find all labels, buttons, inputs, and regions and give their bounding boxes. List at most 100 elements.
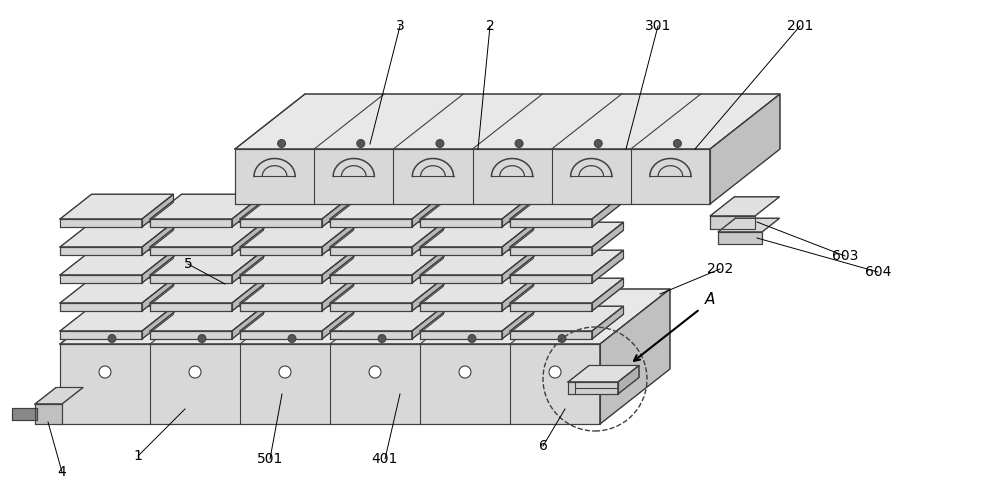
Polygon shape [322, 194, 354, 227]
Polygon shape [150, 222, 264, 247]
Polygon shape [150, 219, 232, 227]
Polygon shape [60, 344, 600, 424]
Circle shape [549, 366, 561, 378]
Polygon shape [330, 194, 444, 219]
Polygon shape [240, 303, 322, 311]
Polygon shape [710, 197, 780, 216]
Circle shape [189, 366, 201, 378]
Polygon shape [60, 275, 142, 283]
Text: 501: 501 [257, 452, 283, 466]
Circle shape [198, 334, 206, 342]
Polygon shape [60, 289, 670, 344]
Polygon shape [330, 222, 444, 247]
Polygon shape [510, 219, 592, 227]
Polygon shape [240, 194, 354, 219]
Polygon shape [150, 306, 264, 331]
Circle shape [594, 139, 602, 148]
Polygon shape [240, 219, 322, 227]
Polygon shape [35, 387, 83, 404]
Circle shape [279, 366, 291, 378]
Text: 401: 401 [372, 452, 398, 466]
Circle shape [357, 139, 365, 148]
Polygon shape [502, 194, 534, 227]
Polygon shape [412, 194, 444, 227]
Polygon shape [330, 306, 444, 331]
Text: 1: 1 [134, 449, 142, 463]
Polygon shape [510, 222, 624, 247]
Polygon shape [330, 331, 412, 339]
Polygon shape [142, 306, 174, 339]
Polygon shape [510, 303, 592, 311]
Polygon shape [150, 275, 232, 283]
Polygon shape [240, 275, 322, 283]
Polygon shape [60, 278, 174, 303]
Polygon shape [150, 247, 232, 255]
Text: 202: 202 [707, 262, 733, 276]
Polygon shape [240, 247, 322, 255]
Polygon shape [502, 306, 534, 339]
Polygon shape [510, 250, 624, 275]
Polygon shape [568, 382, 618, 394]
Polygon shape [232, 194, 264, 227]
Polygon shape [710, 94, 780, 204]
Polygon shape [240, 331, 322, 339]
Polygon shape [600, 289, 670, 424]
Polygon shape [235, 149, 710, 204]
Polygon shape [232, 306, 264, 339]
Circle shape [288, 334, 296, 342]
Text: 201: 201 [787, 19, 813, 33]
Polygon shape [412, 250, 444, 283]
Polygon shape [235, 94, 780, 149]
Polygon shape [502, 278, 534, 311]
Circle shape [278, 139, 286, 148]
Polygon shape [510, 247, 592, 255]
Polygon shape [35, 404, 62, 424]
Polygon shape [510, 306, 624, 331]
Polygon shape [142, 278, 174, 311]
Circle shape [515, 139, 523, 148]
Polygon shape [420, 275, 502, 283]
Polygon shape [142, 250, 174, 283]
Polygon shape [420, 250, 534, 275]
Polygon shape [592, 250, 624, 283]
Circle shape [99, 366, 111, 378]
Polygon shape [150, 250, 264, 275]
Polygon shape [330, 275, 412, 283]
Polygon shape [592, 306, 624, 339]
Polygon shape [412, 222, 444, 255]
Polygon shape [420, 306, 534, 331]
Polygon shape [510, 278, 624, 303]
Polygon shape [232, 278, 264, 311]
Polygon shape [718, 218, 780, 232]
Polygon shape [502, 222, 534, 255]
Polygon shape [240, 222, 354, 247]
Polygon shape [330, 247, 412, 255]
Polygon shape [322, 278, 354, 311]
Polygon shape [60, 247, 142, 255]
Polygon shape [330, 278, 444, 303]
Text: 6: 6 [539, 439, 547, 453]
Polygon shape [710, 216, 755, 229]
Polygon shape [420, 219, 502, 227]
Polygon shape [12, 408, 37, 420]
Polygon shape [60, 303, 142, 311]
Polygon shape [322, 222, 354, 255]
Polygon shape [60, 222, 174, 247]
Polygon shape [330, 219, 412, 227]
Polygon shape [142, 194, 174, 227]
Polygon shape [60, 331, 142, 339]
Circle shape [108, 334, 116, 342]
Polygon shape [420, 222, 534, 247]
Polygon shape [232, 222, 264, 255]
Polygon shape [592, 194, 624, 227]
Circle shape [378, 334, 386, 342]
Polygon shape [232, 250, 264, 283]
Polygon shape [412, 306, 444, 339]
Circle shape [459, 366, 471, 378]
Polygon shape [142, 222, 174, 255]
Polygon shape [150, 278, 264, 303]
Polygon shape [150, 194, 264, 219]
Polygon shape [330, 250, 444, 275]
Text: 301: 301 [645, 19, 671, 33]
Text: A: A [705, 292, 715, 307]
